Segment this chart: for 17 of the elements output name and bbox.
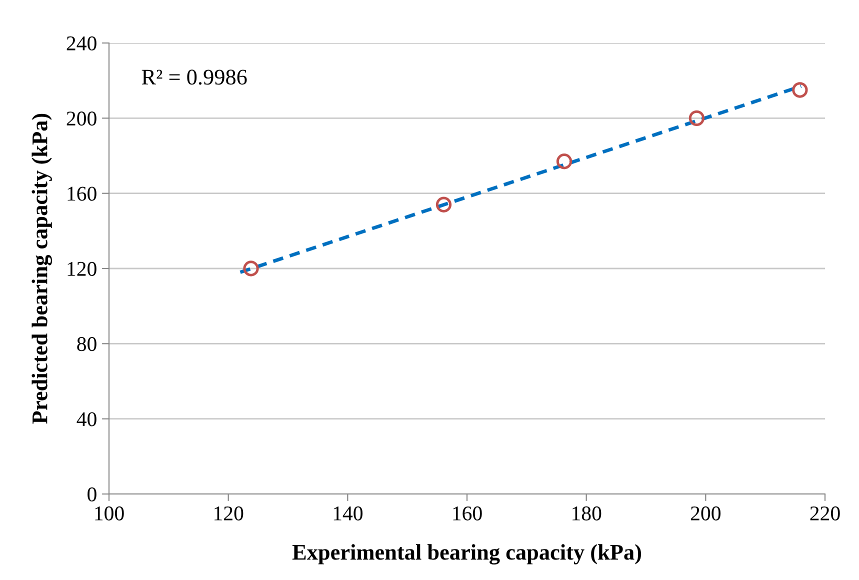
x-axis-title: Experimental bearing capacity (kPa) [292,544,642,564]
y-tick-label: 80 [77,337,96,352]
x-tick-label: 120 [214,506,244,520]
y-tick-label: 160 [68,186,96,201]
y-tick-label: 120 [68,262,96,276]
y-tick-label: 200 [66,112,96,126]
y-tick-label: 40 [76,412,96,426]
x-tick-label: 100 [95,506,124,520]
x-tick-label: 220 [810,506,840,520]
y-axis-title: Predicted bearing capacity (kPa) [32,114,52,424]
x-tick-label: 140 [334,506,362,520]
y-tick-label: 0 [88,487,96,502]
annotation: R² = 0.9986 [142,70,247,85]
y-tick-label: 240 [66,36,96,50]
x-tick-label: 160 [453,506,482,520]
x-tick-label: 200 [690,506,720,520]
x-tick-label: 180 [572,506,602,520]
